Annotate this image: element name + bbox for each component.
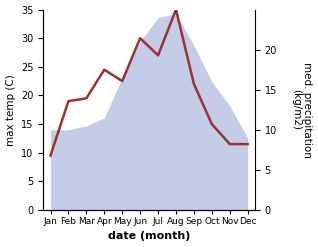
Y-axis label: med. precipitation
(kg/m2): med. precipitation (kg/m2)	[291, 62, 313, 158]
X-axis label: date (month): date (month)	[108, 231, 190, 242]
Y-axis label: max temp (C): max temp (C)	[5, 74, 16, 146]
